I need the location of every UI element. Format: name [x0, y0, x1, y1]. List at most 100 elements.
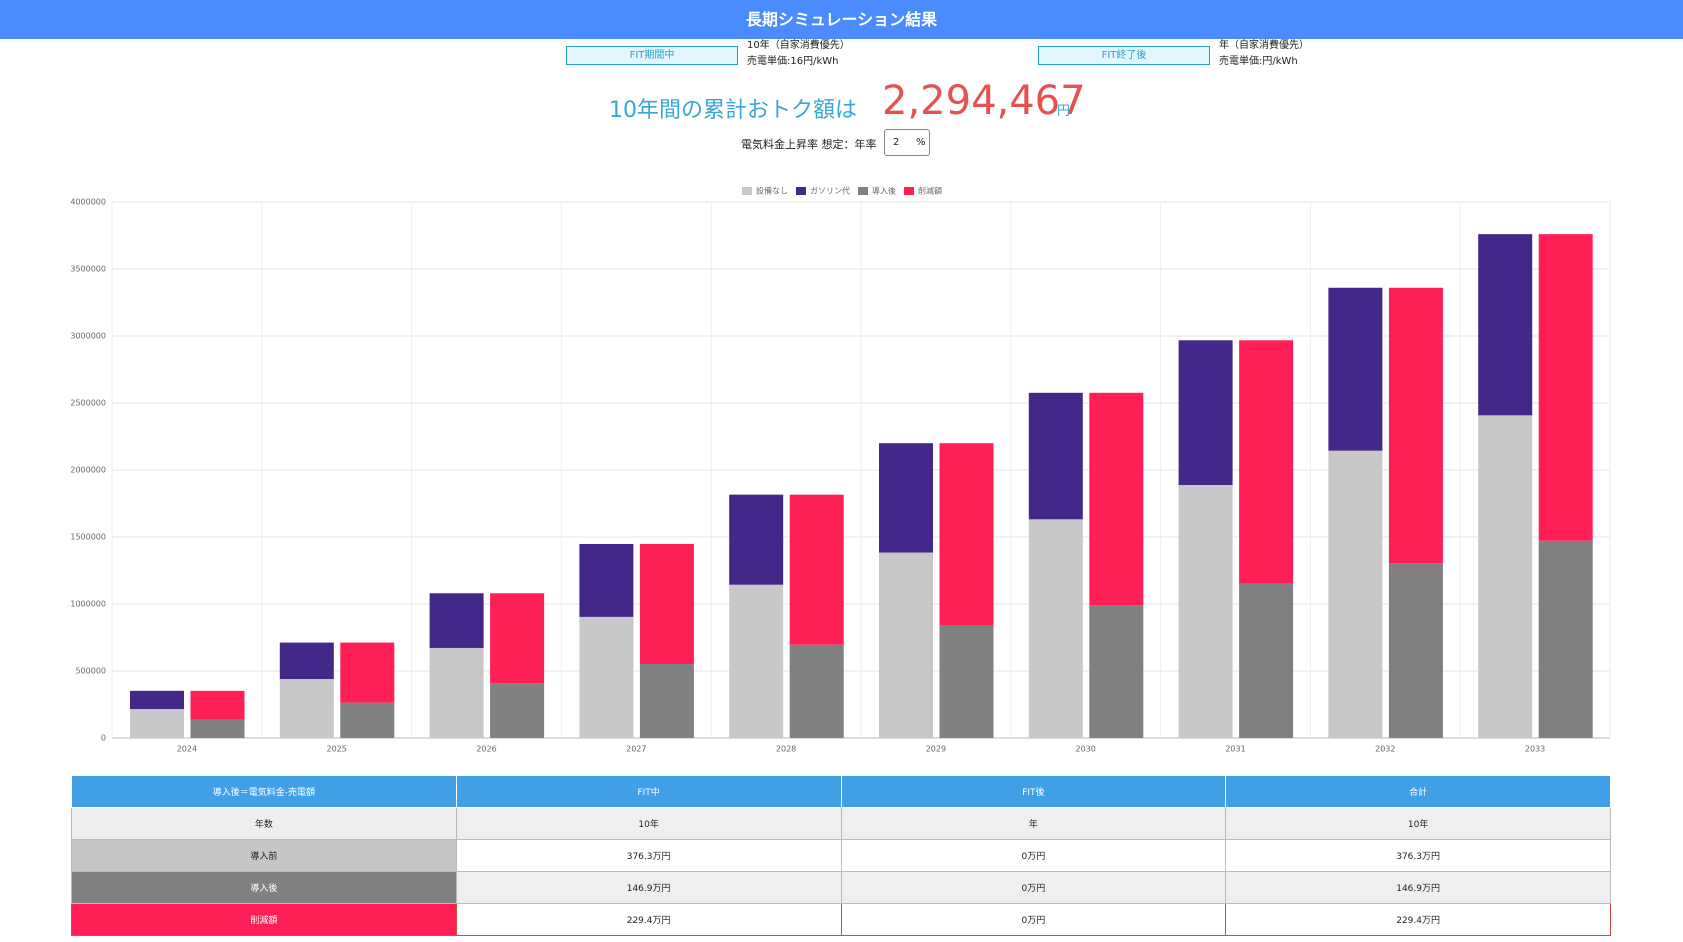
legend-swatch: [858, 187, 868, 195]
bar: [789, 494, 844, 645]
bar: [579, 616, 634, 738]
bar: [130, 690, 184, 710]
header-cell: 合計: [1225, 775, 1611, 808]
table-header-row: 導入後＝電気料金-売電額 FIT中 FIT後 合計: [71, 775, 1611, 808]
value-cell: 146.9万円: [1225, 871, 1611, 904]
bar: [1028, 392, 1083, 520]
x-tick-label: 2025: [327, 745, 347, 754]
bar: [939, 443, 994, 626]
header-cell: FIT中: [455, 775, 842, 808]
bar: [190, 719, 245, 738]
bar: [1089, 605, 1144, 738]
bar: [1388, 287, 1443, 564]
bar: [939, 625, 994, 738]
x-tick-label: 2032: [1375, 745, 1395, 754]
x-tick-label: 2033: [1525, 745, 1545, 754]
value-cell: 376.3万円: [1225, 839, 1611, 872]
legend-swatch: [904, 187, 914, 195]
bar: [490, 683, 545, 738]
value-cell: 10年: [1225, 807, 1611, 840]
bar: [579, 543, 634, 617]
summary-lead: 10年間の累計おトク額は: [609, 98, 857, 123]
x-tick-label: 2030: [1076, 745, 1096, 754]
value-cell: 376.3万円: [455, 839, 842, 872]
bar: [340, 642, 395, 703]
y-tick-label: 3500000: [70, 265, 106, 274]
y-tick-label: 1000000: [70, 600, 106, 609]
bar: [1178, 340, 1233, 486]
x-tick-label: 2024: [177, 745, 197, 754]
row-label: 導入前: [71, 839, 457, 872]
summary-table: 導入後＝電気料金-売電額 FIT中 FIT後 合計 年数 10年年 10年 導入前 376.3万…: [71, 775, 1611, 936]
bar: [1028, 519, 1083, 738]
row-label: 年数: [71, 807, 457, 840]
table-row: 導入前 376.3万円 0万円 376.3万円: [71, 839, 1611, 872]
bar: [1388, 563, 1443, 738]
bar: [1328, 287, 1383, 451]
bar: [279, 642, 334, 680]
y-tick-label: 500000: [75, 667, 106, 676]
table-row: 年数 10年年 10年: [71, 807, 1611, 840]
fit-label: FIT期間中: [566, 46, 738, 65]
bar: [729, 584, 784, 738]
y-tick-label: 2500000: [70, 399, 106, 408]
table-row: 削減額 229.4万円 0万円 229.4万円: [71, 903, 1611, 936]
bar: [879, 552, 933, 738]
row-label: 削減額: [71, 903, 457, 936]
rate-label: 電気料金上昇率 想定：年率: [741, 138, 877, 151]
bar: [1178, 485, 1233, 738]
x-tick-label: 2029: [926, 745, 946, 754]
header-cell: FIT後: [840, 775, 1227, 808]
chart: 0 500000 1000000 1500000 2000000 2500000 30000…: [70, 186, 1611, 754]
bar: [879, 443, 933, 553]
bar: [729, 494, 784, 585]
bar: [1089, 392, 1144, 606]
y-tick-label: 1500000: [70, 533, 106, 542]
header-cell: 導入後＝電気料金-売電額: [71, 775, 457, 808]
x-tick-label: 2028: [776, 745, 796, 754]
value-cell: 229.4万円: [455, 903, 842, 936]
legend-label: ガソリン代: [810, 186, 850, 196]
legend-label: 導入後: [872, 186, 896, 196]
rate-unit: %: [916, 137, 926, 148]
bar: [789, 644, 844, 738]
value-cell: 10年: [455, 807, 842, 840]
fit-term: 10年（自家消費優先）: [747, 40, 850, 51]
x-tick-label: 2027: [626, 745, 646, 754]
bar: [1538, 234, 1593, 541]
bar: [279, 679, 334, 738]
fit-price: 売電単価:円/kWh: [1219, 56, 1298, 67]
row-label: 導入後: [71, 871, 457, 904]
rate-value: 2: [893, 137, 900, 148]
value-cell: 146.9万円: [455, 871, 842, 904]
legend-swatch: [742, 187, 752, 195]
bar: [1239, 583, 1294, 738]
legend-label: 削減額: [918, 186, 942, 196]
value-cell: 年: [840, 807, 1227, 840]
bar: [130, 709, 184, 738]
bar: [1478, 415, 1533, 738]
table-row: 導入後 146.9万円 0万円 146.9万円: [71, 871, 1611, 904]
bar: [1328, 450, 1383, 738]
bar: [340, 702, 395, 738]
value-cell: 0万円: [840, 871, 1227, 904]
bar: [639, 543, 694, 665]
fit-label: FIT終了後: [1038, 46, 1210, 65]
x-tick-label: 2031: [1225, 745, 1245, 754]
value-cell: 0万円: [840, 839, 1227, 872]
y-tick-label: 2000000: [70, 466, 106, 475]
bar: [190, 690, 245, 720]
rate-input[interactable]: 2 %: [884, 129, 930, 156]
bar: [1538, 540, 1593, 738]
value-cell: 0万円: [840, 903, 1227, 936]
x-tick-label: 2026: [476, 745, 496, 754]
bar: [490, 593, 545, 684]
bar: [429, 593, 484, 648]
y-tick-label: 0: [101, 734, 106, 743]
fit-price: 売電単価:16円/kWh: [747, 56, 839, 67]
legend-swatch: [796, 187, 806, 195]
y-tick-label: 3000000: [70, 332, 106, 341]
value-cell: 229.4万円: [1225, 903, 1611, 936]
fit-term: 年（自家消費優先）: [1219, 40, 1309, 51]
